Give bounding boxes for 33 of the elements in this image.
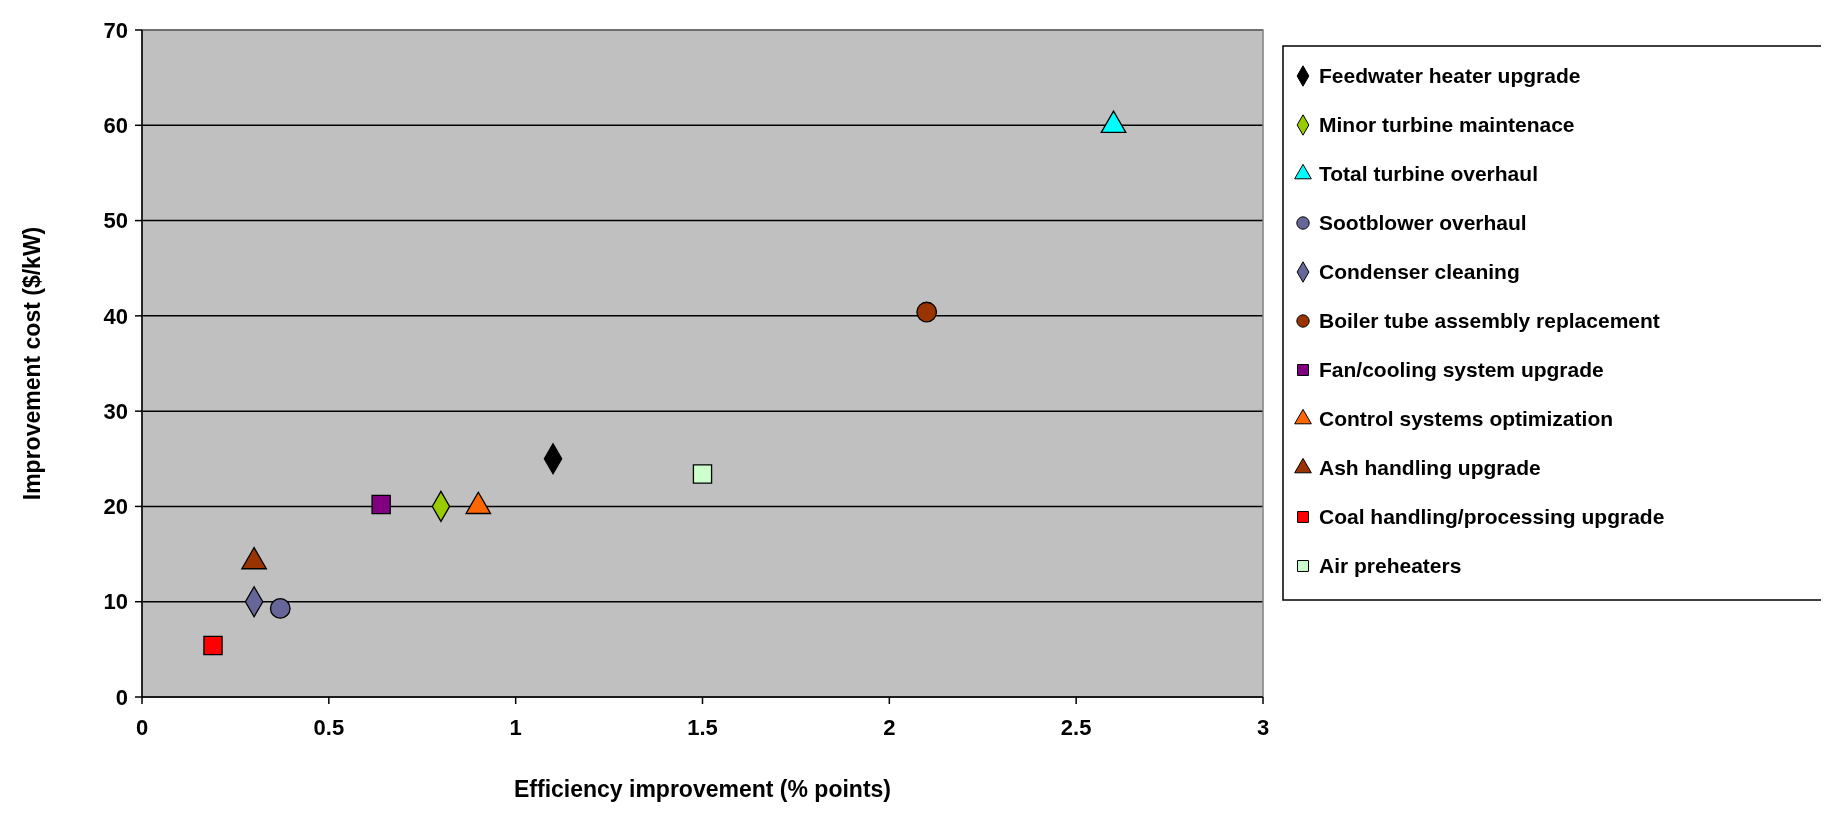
y-tick-label: 40	[103, 303, 128, 329]
legend-label: Total turbine overhaul	[1319, 162, 1538, 186]
x-tick-label: 1	[509, 715, 522, 740]
x-tick-label: 0.5	[313, 715, 345, 740]
y-tick-label: 30	[103, 398, 128, 424]
y-tick-label: 70	[103, 17, 128, 43]
x-axis-title: Efficiency improvement (% points)	[513, 776, 892, 802]
point	[371, 494, 391, 515]
point	[692, 464, 713, 484]
legend-label: Boiler tube assembly replacement	[1319, 309, 1660, 333]
y-tick-label: 10	[103, 589, 128, 615]
point	[203, 635, 223, 656]
legend-label: Fan/cooling system upgrade	[1319, 358, 1604, 382]
x-tick-label: 2.5	[1060, 715, 1092, 740]
x-tick-label: 2	[883, 715, 896, 740]
point	[269, 597, 291, 619]
point	[916, 301, 938, 323]
y-tick-label: 50	[103, 208, 128, 234]
y-tick-label: 0	[115, 684, 128, 710]
legend-label: Feedwater heater upgrade	[1319, 64, 1581, 88]
legend-label: Ash handling upgrade	[1319, 456, 1541, 480]
legend-label: Coal handling/processing upgrade	[1319, 505, 1665, 529]
legend-label: Control systems optimization	[1319, 407, 1614, 431]
y-tick-label: 60	[103, 112, 128, 138]
legend-label: Air preheaters	[1319, 554, 1462, 578]
x-tick-label: 3	[1256, 715, 1270, 740]
x-tick-label: 0	[135, 715, 149, 740]
y-tick-label: 20	[103, 494, 128, 520]
y-axis-title: Improvement cost ($/kW)	[19, 226, 45, 501]
legend-label: Sootblower overhaul	[1319, 211, 1527, 235]
legend-label: Condenser cleaning	[1319, 260, 1520, 284]
legend-label: Minor turbine maintenace	[1319, 113, 1575, 137]
x-tick-label: 1.5	[687, 715, 718, 740]
